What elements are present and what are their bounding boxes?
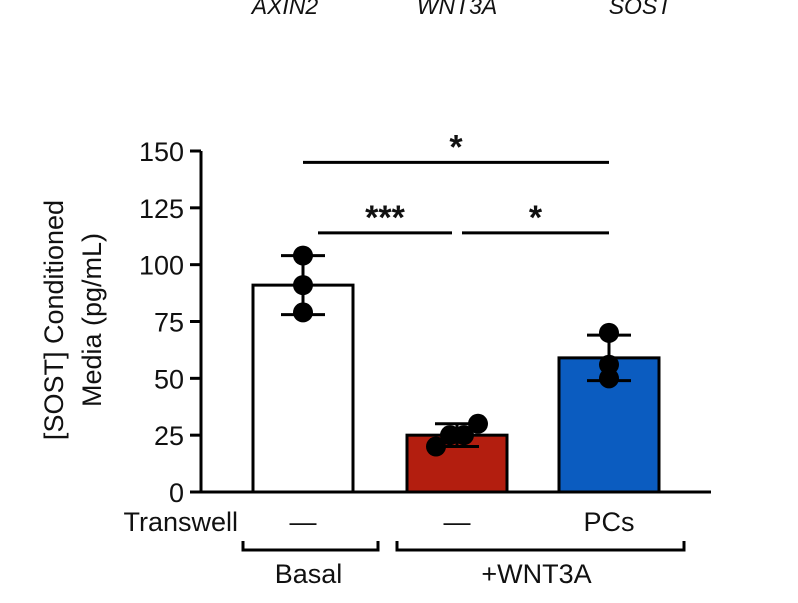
data-point xyxy=(426,436,446,457)
y-tick-label: 25 xyxy=(154,421,184,451)
transwell-label: Transwell xyxy=(123,507,238,537)
y-tick-label: 75 xyxy=(154,308,184,338)
transwell-value: — xyxy=(444,507,471,537)
y-axis-title-line1: [SOST] Conditioned xyxy=(39,200,69,440)
significance-brackets: *** ** xyxy=(303,128,609,237)
data-point xyxy=(599,322,619,343)
data-point xyxy=(599,354,619,375)
top-label-axin2: AXIN2 xyxy=(250,0,319,19)
top-label-sost: SOST xyxy=(609,0,674,19)
data-point xyxy=(293,245,313,266)
y-tick-label: 100 xyxy=(139,251,184,281)
data-point xyxy=(293,302,313,323)
y-tick-label: 150 xyxy=(139,137,184,167)
transwell-value: PCs xyxy=(583,507,634,537)
y-axis-title: [SOST] Conditioned Media (pg/mL) xyxy=(39,200,107,440)
transwell-value: — xyxy=(290,507,317,537)
y-tick-label: 0 xyxy=(169,478,184,508)
y-tick-label: 50 xyxy=(154,364,184,394)
data-point xyxy=(454,425,474,446)
significance-label: *** xyxy=(365,199,405,237)
top-labels: AXIN2 WNT3A SOST xyxy=(250,0,674,19)
bars xyxy=(251,245,661,494)
group-brackets: Basal +WNT3A xyxy=(241,541,686,589)
transwell-values: — — PCs xyxy=(290,507,635,537)
y-axis-title-line2: Media (pg/mL) xyxy=(77,233,107,407)
group-label: Basal xyxy=(275,559,343,589)
significance-label: * xyxy=(529,199,543,237)
data-point xyxy=(293,275,313,296)
group-label: +WNT3A xyxy=(481,559,591,589)
significance-label: * xyxy=(449,128,463,166)
y-ticks: 0 25 50 75 100 125 150 xyxy=(139,137,201,508)
group-bracket xyxy=(395,541,686,552)
data-point xyxy=(440,425,460,446)
y-tick-label: 125 xyxy=(139,194,184,224)
group-bracket xyxy=(241,541,380,552)
data-point xyxy=(468,413,488,434)
top-label-wnt3a: WNT3A xyxy=(417,0,498,19)
